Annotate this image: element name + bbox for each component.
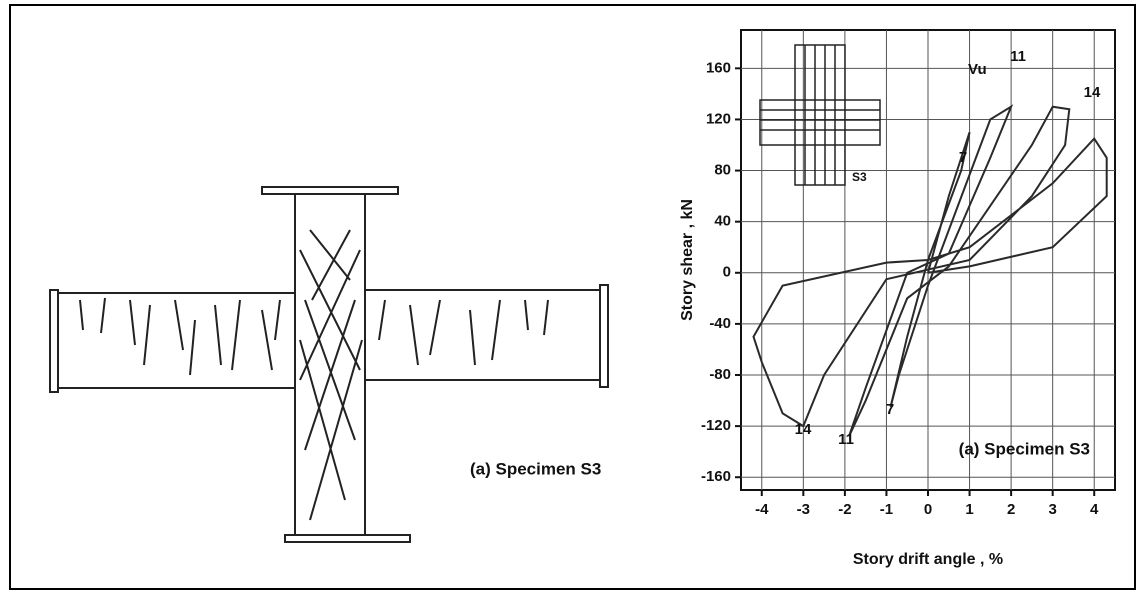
top-plate	[262, 187, 398, 194]
x-tick-label: -4	[755, 501, 769, 518]
page: (a) Specimen S3 -160-120-80-400408012016…	[0, 0, 1144, 594]
right-end-plate	[600, 285, 608, 387]
y-tick-label: 80	[714, 162, 731, 179]
annotation: 11	[1010, 48, 1026, 65]
y-tick-label: 0	[723, 264, 731, 281]
annotation: 11	[838, 431, 854, 448]
annotation: 7	[886, 401, 894, 418]
y-tick-label: 40	[714, 213, 731, 230]
x-tick-label: -1	[880, 501, 893, 518]
y-tick-label: -80	[709, 366, 731, 383]
inset-label: S3	[852, 170, 867, 184]
y-axis-label: Story shear , kN	[679, 199, 696, 321]
x-axis-label: Story drift angle , %	[853, 551, 1003, 568]
bottom-plate	[285, 535, 410, 542]
y-tick-label: 160	[706, 59, 731, 76]
right-beam	[365, 290, 600, 380]
annotation: 14	[795, 421, 812, 438]
x-tick-label: 0	[924, 501, 932, 518]
x-tick-label: -3	[797, 501, 810, 518]
x-tick-label: 3	[1048, 501, 1056, 518]
y-tick-label: 120	[706, 110, 731, 127]
drawing-caption: (a) Specimen S3	[470, 459, 601, 478]
x-tick-label: -2	[838, 501, 851, 518]
y-tick-label: -120	[701, 417, 731, 434]
x-tick-label: 1	[965, 501, 973, 518]
x-tick-label: 4	[1090, 501, 1099, 518]
x-tick-label: 2	[1007, 501, 1015, 518]
annotation: 14	[1084, 84, 1101, 101]
y-tick-label: -40	[709, 315, 731, 332]
annotation: 7	[959, 149, 967, 166]
annotation: Vu	[968, 61, 987, 78]
left-beam	[55, 293, 295, 388]
chart-caption: (a) Specimen S3	[959, 439, 1090, 458]
y-tick-label: -160	[701, 468, 731, 485]
left-end-plate	[50, 290, 58, 392]
